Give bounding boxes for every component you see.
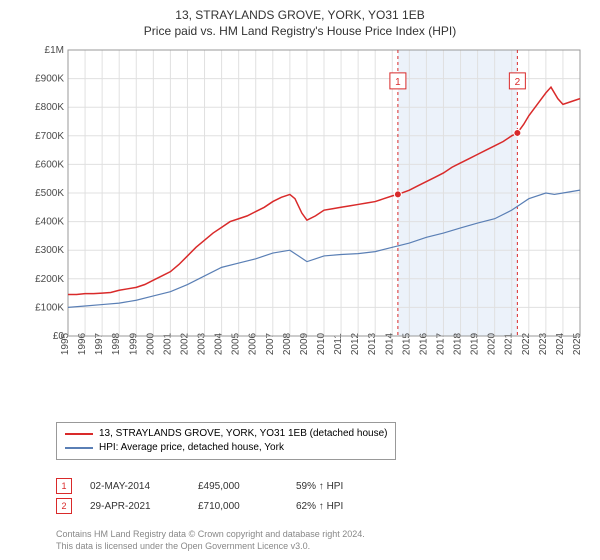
sale-date: 02-MAY-2014 [90,481,180,492]
svg-text:1: 1 [395,77,401,88]
svg-text:£800K: £800K [35,102,64,113]
sales-table: 1 02-MAY-2014 £495,000 59% ↑ HPI 2 29-APR-202… [56,476,343,516]
legend-label: HPI: Average price, detached house, York [99,441,284,455]
attribution-line2: This data is licensed under the Open Gov… [56,540,365,552]
legend-line [65,447,93,449]
svg-text:2: 2 [515,77,521,88]
svg-text:£500K: £500K [35,188,64,199]
legend-label: 13, STRAYLANDS GROVE, YORK, YO31 1EB (de… [99,427,387,441]
chart-plot-area: £0£100K£200K£300K£400K£500K£600K£700K£80… [30,44,590,374]
price-chart-container: { "title_line1": "13, STRAYLANDS GROVE, … [0,0,600,560]
sale-row: 1 02-MAY-2014 £495,000 59% ↑ HPI [56,476,343,496]
svg-text:£400K: £400K [35,217,64,228]
legend: 13, STRAYLANDS GROVE, YORK, YO31 1EB (de… [56,422,396,460]
sale-vs-hpi: 59% ↑ HPI [296,481,343,492]
sale-marker: 1 [56,478,72,494]
svg-text:£1M: £1M [45,45,64,56]
legend-item: HPI: Average price, detached house, York [65,441,387,455]
svg-text:£700K: £700K [35,131,64,142]
chart-subtitle: Price paid vs. HM Land Registry's House … [0,22,600,44]
chart-svg: £0£100K£200K£300K£400K£500K£600K£700K£80… [30,44,590,374]
sale-price: £495,000 [198,481,278,492]
svg-text:£300K: £300K [35,245,64,256]
svg-text:£200K: £200K [35,274,64,285]
legend-item: 13, STRAYLANDS GROVE, YORK, YO31 1EB (de… [65,427,387,441]
chart-title: 13, STRAYLANDS GROVE, YORK, YO31 1EB [0,0,600,22]
svg-text:£100K: £100K [35,302,64,313]
svg-text:£900K: £900K [35,74,64,85]
svg-text:£600K: £600K [35,159,64,170]
attribution: Contains HM Land Registry data © Crown c… [56,528,365,552]
sale-date: 29-APR-2021 [90,501,180,512]
sale-row: 2 29-APR-2021 £710,000 62% ↑ HPI [56,496,343,516]
sale-vs-hpi: 62% ↑ HPI [296,501,343,512]
sale-marker: 2 [56,498,72,514]
sale-price: £710,000 [198,501,278,512]
legend-line [65,433,93,435]
attribution-line1: Contains HM Land Registry data © Crown c… [56,528,365,540]
